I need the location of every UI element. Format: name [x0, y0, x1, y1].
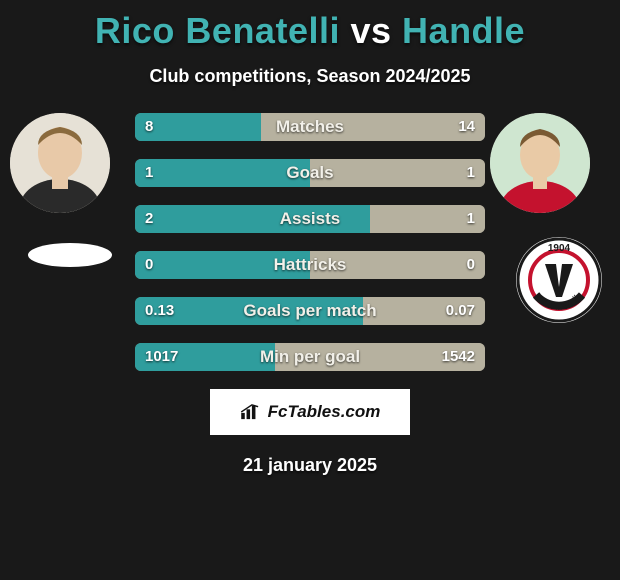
- stat-value-left: 8: [135, 113, 163, 141]
- title-player2: Handle: [402, 10, 525, 51]
- stat-row: Assists2 1: [135, 205, 485, 233]
- player2-portrait: [490, 113, 590, 213]
- player1-portrait: [10, 113, 110, 213]
- page-title: Rico Benatelli vs Handle: [0, 0, 620, 52]
- stat-value-left: 1017: [135, 343, 188, 371]
- stat-value-right: 0.07: [436, 297, 485, 325]
- stat-value-left: 0.13: [135, 297, 184, 325]
- stat-value-right: 1542: [432, 343, 485, 371]
- comparison-stage: 1904 VIKTORIA KÖLN Matches814Goals11Assi…: [0, 113, 620, 371]
- stat-row: Goals1 1: [135, 159, 485, 187]
- stat-row: Goals per match0.13 0.07: [135, 297, 485, 325]
- stat-value-right: 0: [457, 251, 485, 279]
- stat-value-right: 1: [457, 159, 485, 187]
- avatar-icon: [10, 113, 110, 213]
- stat-row: Hattricks0 0: [135, 251, 485, 279]
- stat-label: Matches: [135, 113, 485, 141]
- club-year: 1904: [548, 243, 571, 254]
- club-badge-icon: 1904 VIKTORIA KÖLN: [516, 237, 602, 323]
- stat-label: Hattricks: [135, 251, 485, 279]
- avatar-icon: [490, 113, 590, 213]
- stat-label: Assists: [135, 205, 485, 233]
- attribution-badge: FcTables.com: [210, 389, 410, 435]
- stat-value-right: 14: [448, 113, 485, 141]
- stat-row: Matches8 14: [135, 113, 485, 141]
- stat-label: Goals per match: [135, 297, 485, 325]
- stat-value-right: 1: [457, 205, 485, 233]
- stat-value-left: 2: [135, 205, 163, 233]
- subtitle: Club competitions, Season 2024/2025: [0, 66, 620, 87]
- title-vs: vs: [350, 10, 391, 51]
- stat-value-left: 1: [135, 159, 163, 187]
- stat-label: Goals: [135, 159, 485, 187]
- attribution-text: FcTables.com: [268, 402, 381, 422]
- stat-row: Min per goal10171542: [135, 343, 485, 371]
- player1-club-logo: [28, 243, 112, 267]
- chart-icon: [240, 404, 262, 420]
- stat-value-left: 0: [135, 251, 163, 279]
- stat-bars: Matches814Goals11Assists21Hattricks00Goa…: [135, 113, 485, 371]
- title-player1: Rico Benatelli: [95, 10, 340, 51]
- snapshot-date: 21 january 2025: [0, 455, 620, 476]
- player2-club-logo: 1904 VIKTORIA KÖLN: [516, 237, 602, 323]
